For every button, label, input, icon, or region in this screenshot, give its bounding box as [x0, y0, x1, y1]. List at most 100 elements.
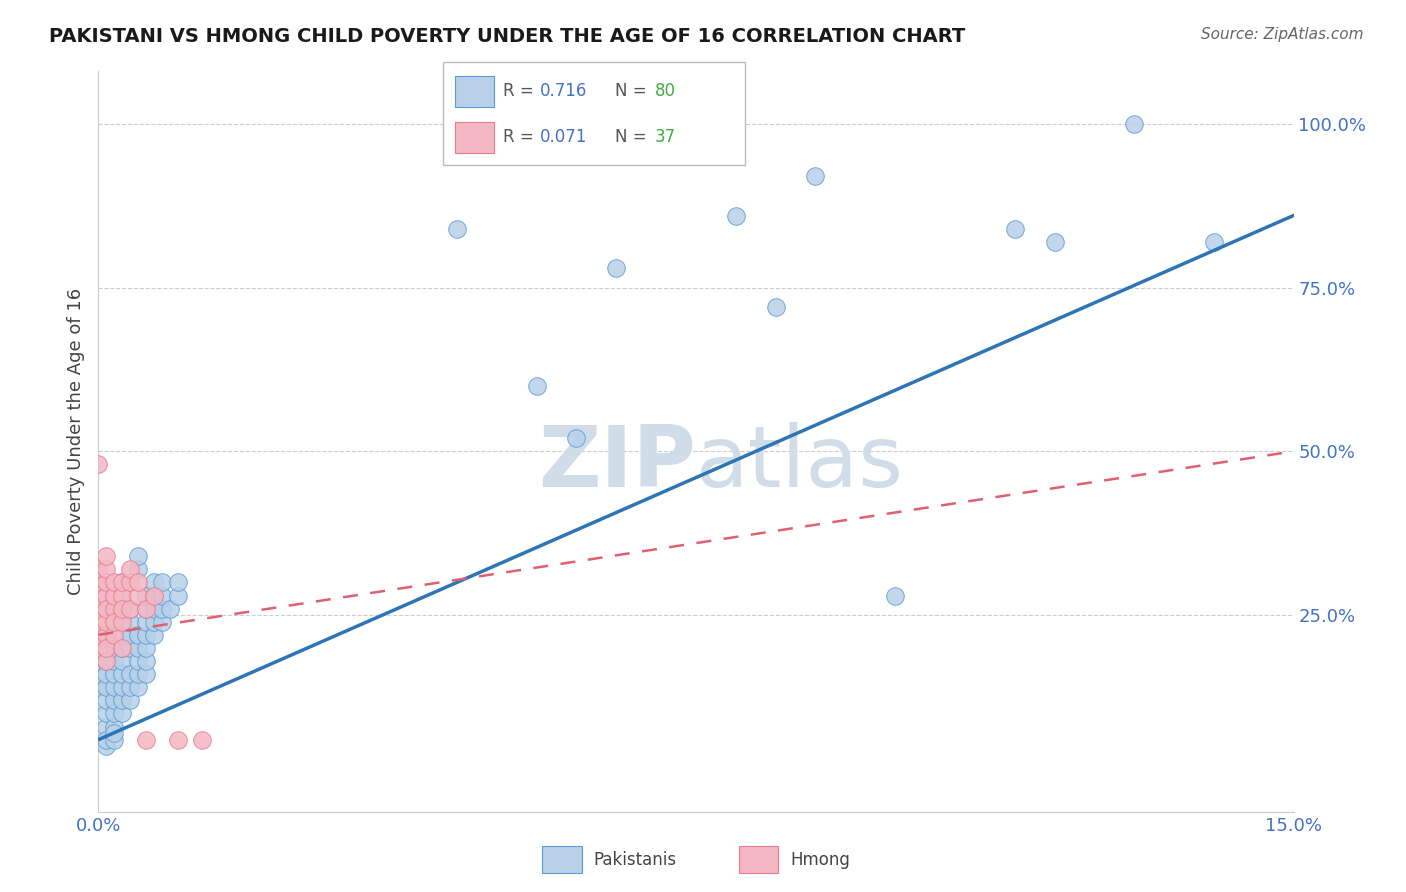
Text: PAKISTANI VS HMONG CHILD POVERTY UNDER THE AGE OF 16 CORRELATION CHART: PAKISTANI VS HMONG CHILD POVERTY UNDER T… [49, 27, 966, 45]
Point [111, 628, 134, 642]
Text: ZIP: ZIP [538, 422, 696, 505]
FancyBboxPatch shape [443, 62, 745, 165]
Point [135, 601, 157, 615]
Point [127, 549, 149, 564]
Text: Hmong: Hmong [790, 851, 851, 869]
Point [103, 726, 125, 740]
Point [96, 628, 118, 642]
Point [96, 706, 118, 721]
Point [765, 300, 787, 314]
Point [103, 693, 125, 707]
Point [167, 732, 190, 747]
FancyBboxPatch shape [456, 122, 495, 153]
Text: N =: N = [616, 128, 652, 146]
Point [135, 732, 157, 747]
Point [120, 667, 142, 681]
Point [191, 732, 214, 747]
Point [111, 589, 134, 603]
Point [87, 562, 110, 576]
Point [96, 628, 118, 642]
Point [135, 654, 157, 668]
FancyBboxPatch shape [543, 847, 582, 873]
FancyBboxPatch shape [740, 847, 779, 873]
Point [135, 589, 157, 603]
Point [127, 640, 149, 655]
Text: N =: N = [616, 82, 652, 100]
Point [167, 589, 190, 603]
Point [1043, 235, 1066, 249]
Point [96, 575, 118, 590]
Point [103, 615, 125, 629]
Y-axis label: Child Poverty Under the Age of 16: Child Poverty Under the Age of 16 [66, 288, 84, 595]
Point [565, 431, 588, 445]
Point [167, 575, 190, 590]
Point [150, 615, 173, 629]
Text: R =: R = [503, 82, 540, 100]
Point [103, 680, 125, 694]
Point [1202, 235, 1225, 249]
Text: atlas: atlas [696, 422, 904, 505]
Point [96, 654, 118, 668]
Point [111, 615, 134, 629]
Point [87, 615, 110, 629]
Text: Pakistanis: Pakistanis [593, 851, 676, 869]
Point [446, 221, 468, 235]
Point [96, 589, 118, 603]
Point [87, 458, 110, 472]
Point [143, 615, 166, 629]
Point [605, 260, 627, 275]
Point [111, 575, 134, 590]
Point [96, 640, 118, 655]
Point [96, 693, 118, 707]
Point [96, 549, 118, 564]
Point [120, 640, 142, 655]
Point [103, 732, 125, 747]
Point [103, 654, 125, 668]
Point [150, 589, 173, 603]
Point [103, 706, 125, 721]
Point [87, 601, 110, 615]
Point [96, 562, 118, 576]
Point [111, 615, 134, 629]
Point [111, 667, 134, 681]
Point [724, 209, 747, 223]
Point [96, 654, 118, 668]
Point [120, 601, 142, 615]
Point [111, 706, 134, 721]
Point [103, 575, 125, 590]
Point [526, 379, 548, 393]
Text: Source: ZipAtlas.com: Source: ZipAtlas.com [1201, 27, 1364, 42]
Point [159, 601, 181, 615]
Point [96, 720, 118, 734]
Point [103, 589, 125, 603]
Point [111, 680, 134, 694]
Point [87, 654, 110, 668]
Text: 37: 37 [655, 128, 676, 146]
Point [96, 601, 118, 615]
Point [1123, 117, 1146, 131]
Point [87, 640, 110, 655]
Point [135, 640, 157, 655]
Point [143, 589, 166, 603]
Point [111, 640, 134, 655]
Point [96, 739, 118, 754]
Point [135, 667, 157, 681]
Point [87, 680, 110, 694]
Point [127, 628, 149, 642]
Point [103, 628, 125, 642]
Point [127, 654, 149, 668]
Point [111, 693, 134, 707]
Point [87, 667, 110, 681]
Point [135, 601, 157, 615]
Point [143, 589, 166, 603]
Point [127, 589, 149, 603]
Point [103, 640, 125, 655]
Point [103, 601, 125, 615]
Point [96, 732, 118, 747]
Point [120, 615, 142, 629]
Point [884, 589, 907, 603]
Point [143, 575, 166, 590]
Point [96, 615, 118, 629]
Text: 0.071: 0.071 [540, 128, 586, 146]
Point [111, 601, 134, 615]
